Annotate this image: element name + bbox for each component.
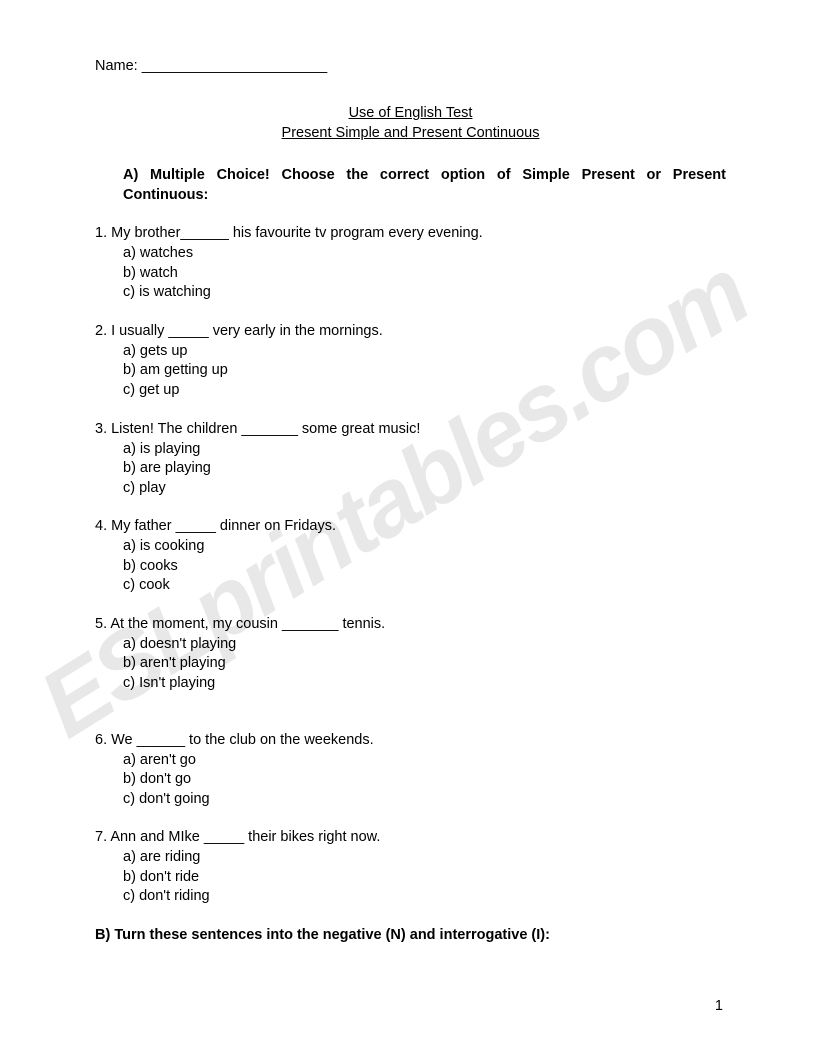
title-block: Use of English Test Present Simple and P… [95, 104, 726, 143]
option-text: c) is watching [123, 283, 726, 303]
option-text: c) play [123, 479, 726, 499]
option-text: c) cook [123, 576, 726, 596]
section-a-heading-line2: Continuous: [123, 187, 726, 203]
question-block: 4. My father _____ dinner on Fridays. a)… [95, 518, 726, 596]
option-text: c) don't riding [123, 887, 726, 907]
question-text: 6. We ______ to the club on the weekends… [95, 732, 726, 748]
page-number: 1 [715, 998, 723, 1014]
option-text: b) aren't playing [123, 654, 726, 674]
question-text: 2. I usually _____ very early in the mor… [95, 323, 726, 339]
option-text: a) is playing [123, 440, 726, 460]
question-block: 2. I usually _____ very early in the mor… [95, 323, 726, 401]
option-text: c) Isn't playing [123, 674, 726, 694]
option-text: a) aren't go [123, 751, 726, 771]
question-block: 3. Listen! The children _______ some gre… [95, 421, 726, 499]
option-text: a) doesn't playing [123, 635, 726, 655]
question-text: 4. My father _____ dinner on Fridays. [95, 518, 726, 534]
question-text: 3. Listen! The children _______ some gre… [95, 421, 726, 437]
question-block: 1. My brother______ his favourite tv pro… [95, 225, 726, 303]
question-block: 5. At the moment, my cousin _______ tenn… [95, 616, 726, 694]
page-container: Name: _______________________ Use of Eng… [0, 0, 821, 983]
option-text: a) watches [123, 244, 726, 264]
title-line-2: Present Simple and Present Continuous [95, 124, 726, 144]
section-b-heading: B) Turn these sentences into the negativ… [95, 927, 726, 943]
option-text: a) gets up [123, 342, 726, 362]
option-text: b) watch [123, 264, 726, 284]
option-text: c) don't going [123, 790, 726, 810]
option-text: a) is cooking [123, 537, 726, 557]
option-text: b) are playing [123, 459, 726, 479]
question-text: 5. At the moment, my cousin _______ tenn… [95, 616, 726, 632]
option-text: a) are riding [123, 848, 726, 868]
question-block: 7. Ann and MIke _____ their bikes right … [95, 829, 726, 907]
option-text: b) don't go [123, 770, 726, 790]
title-line-1: Use of English Test [95, 104, 726, 124]
option-text: b) am getting up [123, 361, 726, 381]
section-a-heading-line1: A) Multiple Choice! Choose the correct o… [123, 167, 726, 183]
question-text: 7. Ann and MIke _____ their bikes right … [95, 829, 726, 845]
option-text: b) don't ride [123, 868, 726, 888]
question-text: 1. My brother______ his favourite tv pro… [95, 225, 726, 241]
name-field-label: Name: _______________________ [95, 58, 726, 74]
question-block: 6. We ______ to the club on the weekends… [95, 732, 726, 810]
option-text: b) cooks [123, 557, 726, 577]
option-text: c) get up [123, 381, 726, 401]
